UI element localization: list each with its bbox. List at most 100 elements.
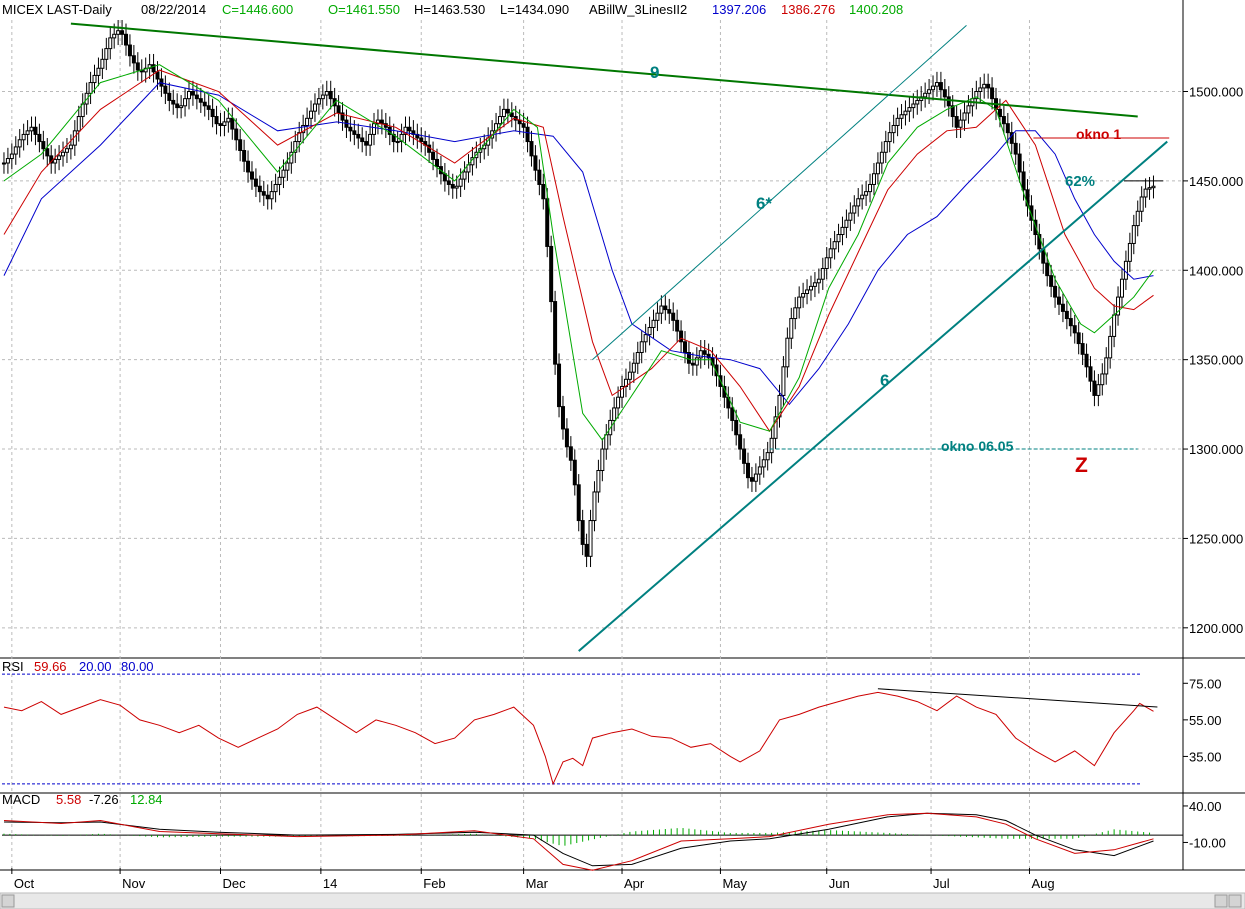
candle-body [612, 407, 617, 421]
indicator-red-value: 1386.276 [781, 2, 835, 17]
candle-body [497, 116, 502, 125]
scroll-right-button[interactable] [1214, 894, 1228, 908]
candle-body [927, 89, 932, 94]
candle-body [210, 108, 215, 118]
candle-body [553, 301, 558, 365]
candle-body [269, 191, 274, 200]
horizontal-scrollbar[interactable] [0, 892, 1245, 909]
candle-body [222, 121, 227, 126]
price-tick-label: 1450.000 [1189, 174, 1243, 189]
candle-body [261, 191, 266, 196]
candle-body [824, 257, 829, 269]
candle-body [690, 362, 695, 366]
candle-body [218, 123, 223, 126]
scroll-left-button[interactable] [1, 894, 15, 908]
candle-body [277, 176, 282, 185]
candle-body [683, 341, 688, 354]
macd-signal-value: -7.26 [89, 792, 119, 807]
candle-body [635, 352, 640, 364]
candle-body [679, 330, 684, 343]
macd-tick-label: 40.00 [1189, 799, 1222, 814]
ma-blue-line [3, 82, 1154, 406]
candle-body [529, 141, 534, 157]
candle-body [407, 126, 412, 132]
candle-body [1088, 366, 1093, 382]
candle-body [5, 158, 10, 164]
candle-body [982, 83, 987, 89]
candle-body [1001, 116, 1006, 125]
candle-body [96, 67, 101, 76]
macd-hist-value: 12.84 [130, 792, 163, 807]
candle-body [769, 437, 774, 454]
candle-body [1005, 123, 1010, 134]
candle-body [962, 112, 967, 121]
candle-body [997, 108, 1002, 118]
candle-body [147, 64, 152, 69]
candle-body [273, 183, 278, 193]
candle-body [364, 141, 369, 146]
candle-body [1076, 332, 1081, 345]
macd-signal-line [3, 812, 1154, 867]
candle-body [1056, 296, 1061, 305]
candle-body [1025, 189, 1030, 207]
candle-body [942, 89, 947, 98]
candle-body [190, 91, 195, 96]
candle-body [1096, 384, 1101, 396]
candle-body [387, 126, 392, 135]
candle-body [1084, 353, 1089, 368]
candle-body [651, 319, 656, 328]
candle-body [620, 385, 625, 398]
candle-body [686, 352, 691, 364]
candle-body [702, 350, 707, 355]
candle-body [738, 434, 743, 450]
candle-body [675, 319, 680, 332]
candle-body [104, 48, 109, 60]
price-tick-label: 1300.000 [1189, 442, 1243, 457]
candle-body [883, 141, 888, 153]
candle-body [1060, 303, 1065, 312]
candle-body [990, 87, 995, 100]
candle-body [501, 108, 506, 118]
candle-body [1108, 335, 1113, 359]
candle-body [868, 183, 873, 193]
candle-body [238, 139, 243, 152]
open-value: O=1461.550 [328, 2, 400, 17]
scroll-end-button[interactable] [1228, 894, 1242, 908]
candle-body [249, 171, 254, 180]
candle-body [1017, 153, 1022, 173]
candle-body [887, 132, 892, 143]
candle-body [639, 341, 644, 354]
candle-body [541, 183, 546, 200]
okno-0605-label: okno 06.05 [941, 438, 1014, 454]
candle-body [564, 428, 569, 448]
date-label: 08/22/2014 [141, 2, 206, 17]
x-tick-label: Oct [14, 876, 35, 891]
candle-body [765, 452, 770, 461]
candle-body [450, 183, 455, 189]
candle-body [557, 363, 562, 408]
candle-body [395, 141, 400, 144]
candle-body [584, 543, 589, 557]
trendline-9-label: 9 [650, 63, 659, 82]
candle-body [92, 74, 97, 84]
candle-body [1135, 210, 1140, 227]
candle-body [568, 446, 573, 461]
candle-body [435, 158, 440, 168]
candle-body [828, 248, 833, 259]
candle-body [745, 462, 750, 479]
candle-body [1100, 373, 1105, 386]
candle-body [938, 82, 943, 91]
candle-body [560, 406, 565, 430]
symbol-label: MICEX LAST-Daily [2, 2, 112, 17]
candle-body [592, 491, 597, 522]
candle-body [852, 205, 857, 214]
fib-62-label: 62% [1065, 173, 1095, 190]
candle-body [285, 162, 290, 171]
candle-body [533, 155, 538, 171]
price-tick-label: 1250.000 [1189, 531, 1243, 546]
candle-body [974, 91, 979, 100]
candle-body [25, 130, 30, 135]
candle-body [348, 126, 353, 132]
candle-body [801, 293, 806, 298]
